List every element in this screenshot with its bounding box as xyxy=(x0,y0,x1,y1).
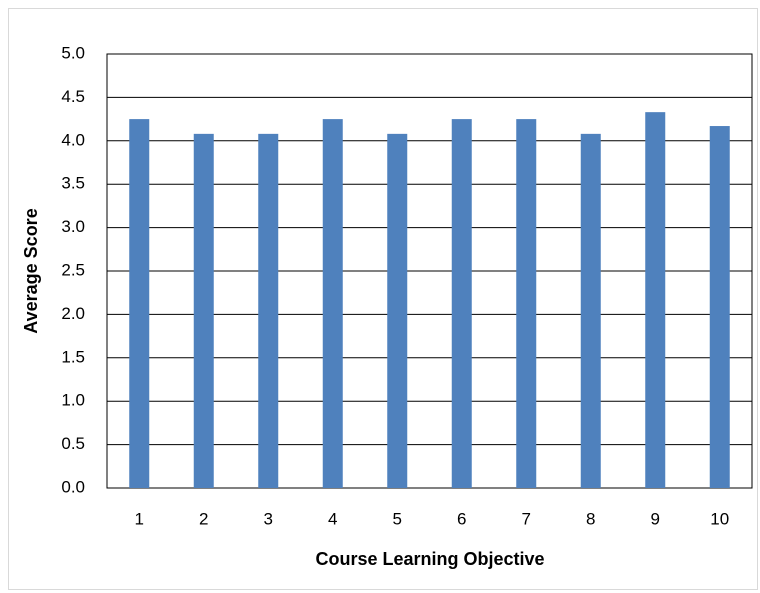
bar xyxy=(580,133,601,488)
x-tick-label: 1 xyxy=(135,509,144,528)
y-tick-label: 1.0 xyxy=(61,391,85,410)
x-tick-label: 5 xyxy=(393,509,402,528)
x-tick-label: 7 xyxy=(522,509,531,528)
bar xyxy=(516,119,537,488)
x-tick-label: 6 xyxy=(457,509,466,528)
bar xyxy=(258,133,279,488)
chart-frame xyxy=(8,8,758,590)
bar xyxy=(387,133,408,488)
bar xyxy=(193,133,214,488)
y-tick-label: 3.5 xyxy=(61,174,85,193)
x-tick-label: 8 xyxy=(586,509,595,528)
bar xyxy=(645,112,666,488)
y-tick-label: 2.5 xyxy=(61,260,85,279)
y-tick-label: 1.5 xyxy=(61,347,85,366)
bar xyxy=(129,119,150,488)
x-axis-title: Course Learning Objective xyxy=(315,549,544,569)
bar xyxy=(709,126,730,488)
x-tick-label: 9 xyxy=(651,509,660,528)
y-tick-label: 4.0 xyxy=(61,130,85,149)
x-tick-label: 10 xyxy=(710,509,729,528)
y-tick-label: 3.0 xyxy=(61,217,85,236)
bar xyxy=(322,119,343,488)
bar xyxy=(451,119,472,488)
y-tick-label: 4.5 xyxy=(61,87,85,106)
plot-border xyxy=(106,53,753,489)
x-tick-label: 3 xyxy=(264,509,273,528)
y-axis-title: Average Score xyxy=(21,208,41,333)
x-tick-label: 2 xyxy=(199,509,208,528)
x-tick-label: 4 xyxy=(328,509,337,528)
y-tick-label: 5.0 xyxy=(61,43,85,62)
y-tick-label: 2.0 xyxy=(61,304,85,323)
y-tick-label: 0.0 xyxy=(61,477,85,496)
y-tick-label: 0.5 xyxy=(61,434,85,453)
